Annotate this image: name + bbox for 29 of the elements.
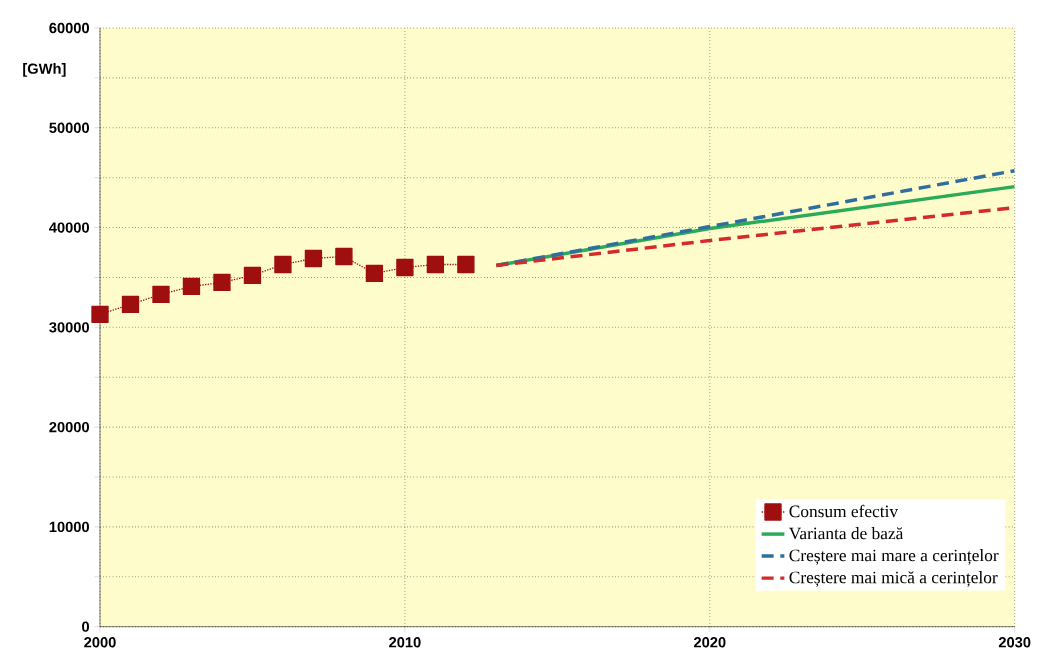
legend-label: Creștere mai mică a cerințelor <box>789 571 998 587</box>
point <box>152 285 170 304</box>
point <box>335 247 353 266</box>
x-tick-label: 2020 <box>693 637 726 648</box>
point <box>213 273 231 292</box>
point <box>243 266 262 285</box>
x-tick-label: 2030 <box>998 637 1031 648</box>
x-tick-label: 2000 <box>84 637 116 648</box>
point <box>426 255 445 274</box>
point <box>182 277 201 296</box>
y-tick-label: 60000 <box>49 22 89 34</box>
y-tick-label: 20000 <box>49 421 89 433</box>
y-tick-label: 30000 <box>49 322 89 333</box>
point <box>121 295 140 314</box>
point <box>304 249 323 268</box>
y-tick-label: 0 <box>82 621 89 632</box>
point <box>91 305 109 324</box>
point <box>457 255 475 274</box>
legend-label: Varianta de bază <box>788 527 904 540</box>
legend-label: Creștere mai mare a cerințelor <box>789 549 999 565</box>
y-tick-label: 10000 <box>49 521 89 533</box>
legend-label: Consum efectiv <box>789 504 899 518</box>
y-tick-label: 40000 <box>49 222 89 233</box>
x-tick-label: 2010 <box>389 637 421 648</box>
point <box>274 255 292 274</box>
y-axis-title: [GWh] <box>23 63 66 77</box>
point <box>365 264 384 283</box>
point <box>396 258 414 277</box>
y-tick-label: 50000 <box>49 122 89 133</box>
